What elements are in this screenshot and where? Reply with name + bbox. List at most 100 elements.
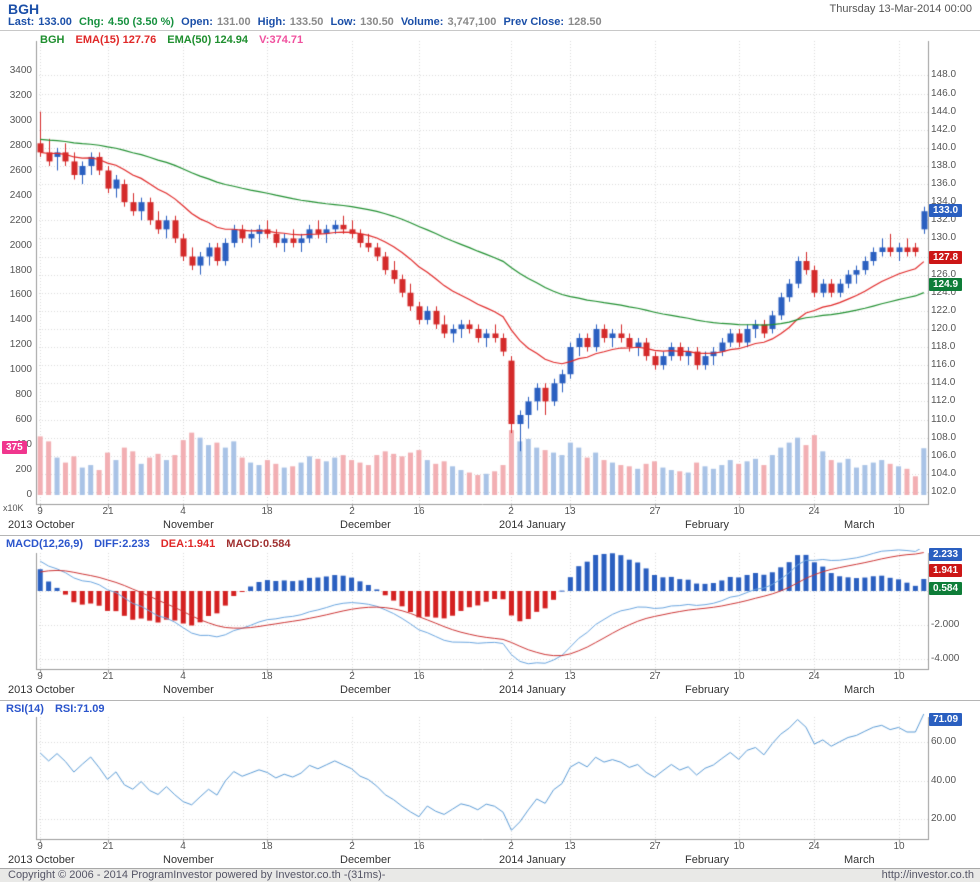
month-label: February [685,519,730,531]
rsi-axis-label: 20.00 [931,813,957,824]
date-tick-label: 27 [649,671,661,682]
last-volume-badge: 375 [2,441,27,454]
month-label: December [340,519,391,531]
date-tick-label: 24 [808,841,820,852]
last-price-badge: 133.0 [929,204,963,217]
price-axis-label: 140.0 [931,142,957,153]
volume-axis-label: 800 [15,389,32,400]
price-axis-label: 130.0 [931,232,957,243]
macd-badge: 0.584 [929,582,963,595]
price-axis-label: 126.0 [931,269,957,280]
price-axis-label: 114.0 [931,377,956,388]
candlestick-canvas[interactable] [0,31,980,536]
date-tick-label: 9 [37,671,43,682]
month-label: November [163,684,214,696]
date-tick-label: 21 [102,506,114,517]
date-tick-label: 10 [733,671,745,682]
date-tick-label: 16 [413,841,425,852]
price-axis-label: 144.0 [931,106,957,117]
dea-badge: 1.941 [929,564,963,577]
volume-value: 3,747,100 [447,16,497,28]
month-label: November [163,854,214,866]
price-axis-label: 104.0 [931,468,957,479]
prevclose-value: 128.50 [567,16,602,28]
source-url: http://investor.co.th [881,869,974,881]
date-tick-label: 13 [564,506,576,517]
month-label: March [844,519,875,531]
month-label: March [844,684,875,696]
legend-ema50: EMA(50) 124.94 [167,34,249,46]
volume-axis-label: 1200 [9,339,32,350]
price-legend: BGH EMA(15) 127.76 EMA(50) 124.94 V:374.… [40,34,311,46]
month-label: February [685,854,730,866]
price-axis-label: 102.0 [931,486,957,497]
price-axis-label: 146.0 [931,88,957,99]
volume-axis-label: 3200 [9,90,32,101]
legend-macd-title: MACD(12,26,9) [6,538,84,550]
date-tick-label: 24 [808,671,820,682]
date-tick-label: 10 [893,841,905,852]
date-tick-label: 13 [564,671,576,682]
macd-axis-label: -2.000 [931,619,960,630]
price-axis-label: 138.0 [931,160,957,171]
date-tick-label: 18 [261,671,273,682]
open-label: Open: [181,16,213,28]
last-label: Last: [8,16,35,28]
last-value: 133.00 [38,16,72,28]
volume-unit-label: x10K [3,503,24,513]
volume-axis-label: 2800 [9,140,32,151]
legend-rsi-value: RSI:71.09 [54,703,105,715]
date-tick-label: 27 [649,841,661,852]
price-axis-label: 106.0 [931,450,957,461]
legend-macd: MACD:0.584 [226,538,291,550]
legend-ema15: EMA(15) 127.76 [75,34,157,46]
month-label: February [685,684,730,696]
date-tick-label: 16 [413,671,425,682]
date-tick-label: 4 [180,671,186,682]
month-label: 2013 October [8,854,75,866]
price-axis-label: 120.0 [931,323,957,334]
ema15-badge: 127.8 [929,251,963,264]
date-tick-label: 10 [893,506,905,517]
price-axis-label: 108.0 [931,432,957,443]
rsi-badge: 71.09 [929,713,963,726]
high-value: 133.50 [289,16,324,28]
volume-axis-label: 2600 [9,165,32,176]
macd-canvas[interactable] [0,536,980,701]
copyright-text: Copyright © 2006 - 2014 ProgramInvestor … [8,869,386,881]
date-tick-label: 2 [508,671,514,682]
date-tick-label: 27 [649,506,661,517]
volume-axis-label: 0 [26,489,32,500]
volume-axis-label: 3400 [9,65,32,76]
date-tick-label: 2 [349,506,355,517]
date-tick-label: 16 [413,506,425,517]
legend-rsi-title: RSI(14) [6,703,44,715]
volume-axis-label: 2000 [9,240,32,251]
price-axis-label: 148.0 [931,69,957,80]
date-tick-label: 2 [508,841,514,852]
date-tick-label: 18 [261,841,273,852]
volume-axis-label: 1000 [9,364,32,375]
ema50-badge: 124.9 [929,278,963,291]
legend-diff: DIFF:2.233 [94,538,150,550]
price-axis-label: 116.0 [931,359,956,370]
volume-axis-label: 1600 [9,289,32,300]
month-label: December [340,684,391,696]
volume-axis-label: 1400 [9,314,32,325]
open-value: 131.00 [216,16,251,28]
date-tick-label: 4 [180,841,186,852]
diff-badge: 2.233 [929,548,963,561]
price-axis-label: 124.0 [931,287,957,298]
macd-axis-label: -4.000 [931,653,960,664]
date-tick-label: 4 [180,506,186,517]
price-axis-label: 112.0 [931,395,956,406]
rsi-legend: RSI(14) RSI:71.09 [6,703,113,715]
price-axis-label: 118.0 [931,341,956,352]
month-label: 2013 October [8,519,75,531]
rsi-axis-label: 60.00 [931,736,957,747]
status-bar: Copyright © 2006 - 2014 ProgramInvestor … [0,868,980,882]
date-tick-label: 2 [349,841,355,852]
low-value: 130.50 [360,16,394,28]
macd-legend: MACD(12,26,9) DIFF:2.233 DEA:1.941 MACD:… [6,538,298,550]
rsi-canvas[interactable] [0,701,980,869]
